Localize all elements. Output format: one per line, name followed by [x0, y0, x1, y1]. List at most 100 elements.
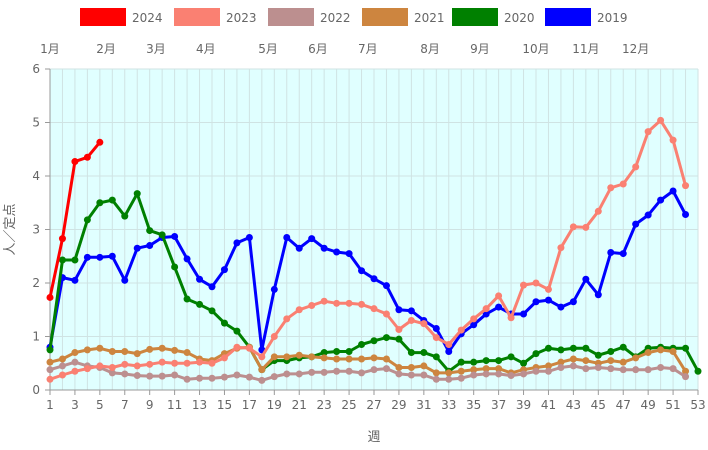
data-point[interactable] [208, 359, 216, 367]
data-point[interactable] [345, 367, 353, 375]
data-point[interactable] [58, 235, 66, 243]
data-point[interactable] [58, 256, 66, 264]
data-point[interactable] [682, 344, 690, 352]
data-point[interactable] [183, 375, 191, 383]
data-point[interactable] [370, 354, 378, 362]
data-point[interactable] [407, 307, 415, 315]
data-point[interactable] [495, 303, 503, 311]
data-point[interactable] [133, 372, 141, 380]
data-point[interactable] [133, 190, 141, 198]
data-point[interactable] [233, 327, 241, 335]
data-point[interactable] [96, 253, 104, 261]
data-point[interactable] [669, 365, 677, 373]
data-point[interactable] [283, 370, 291, 378]
data-point[interactable] [495, 365, 503, 373]
data-point[interactable] [420, 349, 428, 357]
data-point[interactable] [407, 349, 415, 357]
data-point[interactable] [320, 297, 328, 305]
data-point[interactable] [594, 364, 602, 372]
data-point[interactable] [457, 367, 465, 375]
data-point[interactable] [83, 153, 91, 161]
data-point[interactable] [146, 345, 154, 353]
data-point[interactable] [420, 320, 428, 328]
data-point[interactable] [196, 358, 204, 366]
data-point[interactable] [146, 227, 154, 235]
legend-swatch[interactable] [452, 8, 498, 26]
data-point[interactable] [333, 367, 341, 375]
data-point[interactable] [83, 365, 91, 373]
data-point[interactable] [532, 279, 540, 287]
data-point[interactable] [482, 365, 490, 373]
data-point[interactable] [308, 368, 316, 376]
data-point[interactable] [420, 371, 428, 379]
data-point[interactable] [220, 319, 228, 327]
data-point[interactable] [619, 250, 627, 258]
data-point[interactable] [345, 250, 353, 258]
data-point[interactable] [196, 275, 204, 283]
data-point[interactable] [158, 231, 166, 239]
data-point[interactable] [295, 351, 303, 359]
data-point[interactable] [669, 136, 677, 144]
data-point[interactable] [582, 357, 590, 365]
data-point[interactable] [46, 358, 54, 366]
data-point[interactable] [445, 341, 453, 349]
data-point[interactable] [569, 223, 577, 231]
data-point[interactable] [96, 138, 104, 146]
data-point[interactable] [507, 372, 515, 380]
data-point[interactable] [520, 359, 528, 367]
data-point[interactable] [320, 244, 328, 252]
data-point[interactable] [495, 370, 503, 378]
data-point[interactable] [694, 367, 702, 375]
data-point[interactable] [370, 337, 378, 345]
data-point[interactable] [557, 364, 565, 372]
data-point[interactable] [320, 354, 328, 362]
data-point[interactable] [71, 367, 79, 375]
data-point[interactable] [557, 303, 565, 311]
data-point[interactable] [121, 212, 129, 220]
data-point[interactable] [295, 370, 303, 378]
data-point[interactable] [395, 335, 403, 343]
data-point[interactable] [532, 350, 540, 358]
data-point[interactable] [370, 366, 378, 374]
data-point[interactable] [345, 299, 353, 307]
data-point[interactable] [582, 275, 590, 283]
data-point[interactable] [382, 310, 390, 318]
data-point[interactable] [46, 293, 54, 301]
data-point[interactable] [470, 315, 478, 323]
data-point[interactable] [146, 242, 154, 250]
data-point[interactable] [58, 355, 66, 363]
data-point[interactable] [382, 365, 390, 373]
data-point[interactable] [457, 374, 465, 382]
data-point[interactable] [283, 315, 291, 323]
data-point[interactable] [46, 346, 54, 354]
data-point[interactable] [108, 364, 116, 372]
data-point[interactable] [395, 364, 403, 372]
data-point[interactable] [308, 353, 316, 361]
data-point[interactable] [220, 373, 228, 381]
data-point[interactable] [208, 374, 216, 382]
data-point[interactable] [569, 362, 577, 370]
legend-label[interactable]: 2021 [414, 11, 445, 25]
data-point[interactable] [520, 281, 528, 289]
data-point[interactable] [445, 347, 453, 355]
data-point[interactable] [644, 366, 652, 374]
data-point[interactable] [445, 375, 453, 383]
data-point[interactable] [569, 298, 577, 306]
data-point[interactable] [520, 310, 528, 318]
data-point[interactable] [470, 358, 478, 366]
data-point[interactable] [270, 353, 278, 361]
data-point[interactable] [71, 276, 79, 284]
data-point[interactable] [432, 353, 440, 361]
data-point[interactable] [682, 367, 690, 375]
data-point[interactable] [557, 358, 565, 366]
data-point[interactable] [133, 362, 141, 370]
data-point[interactable] [544, 296, 552, 304]
data-point[interactable] [270, 285, 278, 293]
data-point[interactable] [470, 371, 478, 379]
legend-label[interactable]: 2020 [504, 11, 535, 25]
data-point[interactable] [71, 256, 79, 264]
data-point[interactable] [432, 369, 440, 377]
data-point[interactable] [220, 354, 228, 362]
data-point[interactable] [358, 267, 366, 275]
data-point[interactable] [657, 346, 665, 354]
